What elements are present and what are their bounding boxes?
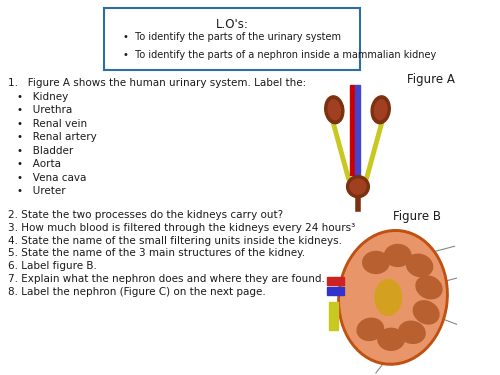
Text: •   Ureter: • Ureter xyxy=(17,186,66,196)
Text: 7. Explain what the nephron does and where they are found.: 7. Explain what the nephron does and whe… xyxy=(8,274,324,284)
Ellipse shape xyxy=(416,276,442,299)
Text: 8. Label the nephron (Figure C) on the next page.: 8. Label the nephron (Figure C) on the n… xyxy=(8,287,266,297)
Text: 6. Label figure B.: 6. Label figure B. xyxy=(8,261,96,272)
Text: 2. State the two processes do the kidneys carry out?: 2. State the two processes do the kidney… xyxy=(8,210,282,220)
Ellipse shape xyxy=(371,96,390,124)
Ellipse shape xyxy=(378,328,404,350)
Ellipse shape xyxy=(414,301,439,324)
Ellipse shape xyxy=(374,100,387,120)
Text: •   Aorta: • Aorta xyxy=(17,159,61,169)
Bar xyxy=(350,85,355,175)
Text: •   Vena cava: • Vena cava xyxy=(17,172,86,183)
Ellipse shape xyxy=(399,321,425,344)
Text: •   Renal artery: • Renal artery xyxy=(17,132,97,142)
Text: •   Urethra: • Urethra xyxy=(17,105,72,115)
Text: L.O's:: L.O's: xyxy=(216,18,248,31)
Ellipse shape xyxy=(324,96,344,124)
Text: •  To identify the parts of the urinary system: • To identify the parts of the urinary s… xyxy=(123,32,341,42)
Text: •   Renal vein: • Renal vein xyxy=(17,119,87,129)
Bar xyxy=(328,302,338,330)
Text: •   Bladder: • Bladder xyxy=(17,146,74,156)
Ellipse shape xyxy=(346,176,370,198)
Text: •  To identify the parts of a nephron inside a mammalian kidney: • To identify the parts of a nephron ins… xyxy=(123,50,436,60)
Ellipse shape xyxy=(340,233,446,362)
FancyBboxPatch shape xyxy=(104,8,360,70)
Ellipse shape xyxy=(350,179,366,194)
Ellipse shape xyxy=(384,244,411,267)
Ellipse shape xyxy=(406,254,432,277)
Ellipse shape xyxy=(362,252,389,273)
Text: Figure B: Figure B xyxy=(393,210,441,223)
Ellipse shape xyxy=(375,275,411,320)
Text: Figure A: Figure A xyxy=(407,73,455,86)
Ellipse shape xyxy=(375,279,402,315)
Text: 4. State the name of the small filtering units inside the kidneys.: 4. State the name of the small filtering… xyxy=(8,236,342,246)
Text: •   Kidney: • Kidney xyxy=(17,92,68,102)
Text: 1.   Figure A shows the human urinary system. Label the:: 1. Figure A shows the human urinary syst… xyxy=(8,78,306,88)
Bar xyxy=(326,287,344,296)
Ellipse shape xyxy=(357,318,384,340)
Ellipse shape xyxy=(328,100,340,120)
Ellipse shape xyxy=(338,230,448,365)
Bar xyxy=(355,85,360,175)
Text: 5. State the name of the 3 main structures of the kidney.: 5. State the name of the 3 main structur… xyxy=(8,249,304,258)
Bar xyxy=(326,278,344,285)
Text: 3. How much blood is filtered through the kidneys every 24 hours³: 3. How much blood is filtered through th… xyxy=(8,222,355,232)
